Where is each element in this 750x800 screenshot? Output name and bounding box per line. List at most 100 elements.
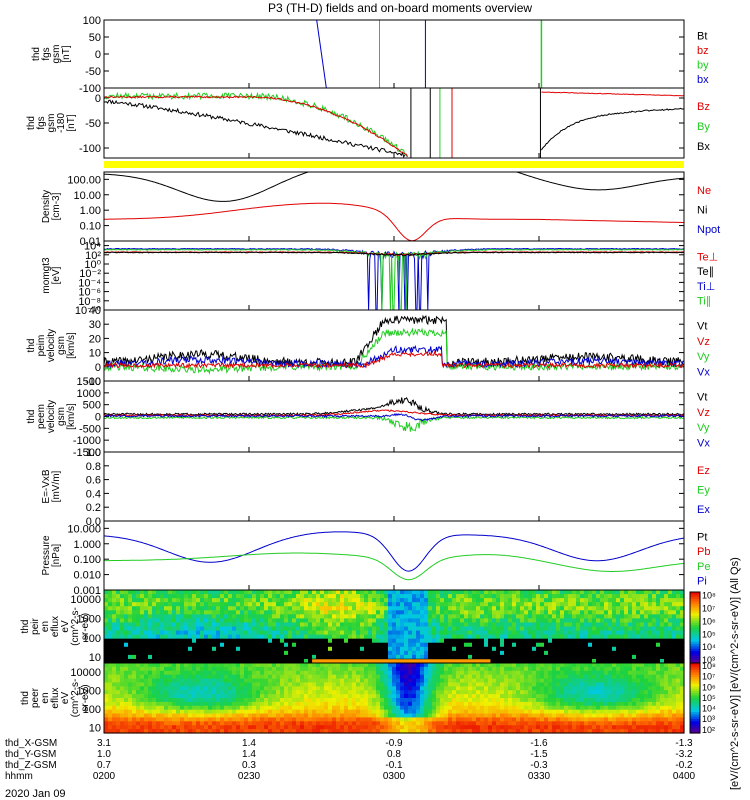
spectrogram-cell [556, 729, 561, 734]
spectrogram-cell [124, 606, 129, 611]
spectrogram-cell [348, 686, 353, 691]
spectrogram-cell [516, 698, 521, 703]
spectrogram-cell [144, 606, 149, 611]
spectrogram-cell [148, 725, 153, 730]
spectrogram-cell [436, 674, 441, 680]
spectrogram-cell [140, 590, 145, 595]
spectrogram-cell [400, 721, 405, 726]
spectrogram-cell [644, 626, 649, 632]
legend-entry: Ex [697, 504, 710, 516]
spectrogram-cell [588, 610, 593, 615]
spectrogram-cell [292, 670, 297, 676]
ti-par-line [103, 248, 685, 311]
spectrogram-cell [416, 646, 421, 652]
spectrogram-cell [352, 630, 357, 636]
spectrogram-cell [540, 598, 545, 603]
spectrogram-cell [304, 614, 309, 619]
spectrogram-cell [500, 678, 505, 684]
legend-entry: Vx [697, 366, 710, 378]
spectrogram-cell [416, 602, 421, 607]
spectrogram-cell [512, 701, 517, 707]
spectrogram-cell [272, 650, 277, 656]
spectrogram-cell [552, 713, 557, 719]
spectrogram-cell [204, 638, 209, 644]
spectrogram-cell [272, 614, 277, 619]
spectrogram-cell [104, 709, 109, 715]
spectrogram-cell [320, 626, 325, 632]
spectrogram-cell [500, 705, 505, 711]
spectrogram-cell [508, 686, 513, 691]
spectrogram-cell [360, 678, 365, 684]
spectrogram-cell [412, 654, 417, 660]
spectrogram-cell [280, 638, 285, 644]
spectrogram-cell [160, 717, 165, 722]
spectrogram-cell [192, 725, 197, 730]
spectrogram-cell [248, 725, 253, 730]
spectrogram-cell [112, 690, 117, 695]
spectrogram-cell [192, 618, 197, 624]
spectrogram-cell [316, 721, 321, 726]
spectrogram-cell [280, 642, 285, 648]
spectrogram-cell [528, 634, 533, 640]
spectrogram-cell [280, 698, 285, 703]
spectrogram-cell [332, 638, 337, 644]
spectrogram-cell [532, 674, 537, 680]
spectrogram-cell [256, 705, 261, 711]
spectrogram-cell [472, 666, 477, 672]
spectrogram-cell [288, 650, 293, 656]
spectrogram-cell [364, 606, 369, 611]
spectrogram-cell [164, 690, 169, 695]
spectrogram-cell [668, 658, 673, 664]
spectrogram-cell [256, 690, 261, 695]
spectrogram-cell [372, 709, 377, 715]
spectrogram-cell [644, 590, 649, 595]
spectrogram-cell [536, 709, 541, 715]
spectrogram-cell [212, 602, 217, 607]
spectrogram-cell [128, 650, 133, 656]
spectrogram-cell [488, 606, 493, 611]
spectrogram-cell [360, 638, 365, 644]
spectrogram-cell [376, 590, 381, 595]
spectrogram-cell [472, 663, 477, 668]
y-axis-label: E=-VxB [mV/m] [41, 469, 62, 504]
spectrogram-cell [496, 646, 501, 652]
spectrogram-cell [432, 725, 437, 730]
spectrogram-cell [276, 630, 281, 636]
spectrogram-cell [516, 630, 521, 636]
spectrogram-cell [664, 614, 669, 619]
spectrogram-cell [152, 598, 157, 603]
spectrogram-cell [244, 618, 249, 624]
spectrogram-cell [500, 598, 505, 603]
spectrogram-cell [548, 705, 553, 711]
spectrogram-cell [224, 610, 229, 615]
y-axis-label-line: -180 [56, 113, 67, 133]
spectrogram-cell [380, 650, 385, 656]
spectrogram-cell [232, 646, 237, 652]
spectrogram-cell [256, 682, 261, 687]
spectrogram-cell [664, 606, 669, 611]
spectrogram-cell [108, 606, 113, 611]
spectrogram-cell [276, 606, 281, 611]
spectrogram-cell [244, 682, 249, 687]
spectrogram-cell [412, 638, 417, 644]
spectrogram-cell [188, 717, 193, 722]
spectrogram-cell [364, 642, 369, 648]
spectrogram-cell [244, 642, 249, 648]
spectrogram-cell [396, 713, 401, 719]
spectrogram-cell [156, 598, 161, 603]
spectrogram-cell [544, 590, 549, 595]
spectrogram-cell [312, 717, 317, 722]
y-axis-label-line: en [40, 621, 51, 632]
spectrogram-cell [148, 658, 153, 664]
spectrogram-cell [312, 638, 317, 644]
spectrogram-cell [408, 674, 413, 680]
spectrogram-cell [152, 717, 157, 722]
spectrogram-cell [156, 705, 161, 711]
spectrogram-cell [460, 610, 465, 615]
spectrogram-cell [640, 622, 645, 628]
spectrogram-cell [644, 610, 649, 615]
spectrogram-cell [224, 686, 229, 691]
spectrogram-cell [624, 602, 629, 607]
spectrogram-cell [424, 701, 429, 707]
spectrogram-cell [552, 606, 557, 611]
